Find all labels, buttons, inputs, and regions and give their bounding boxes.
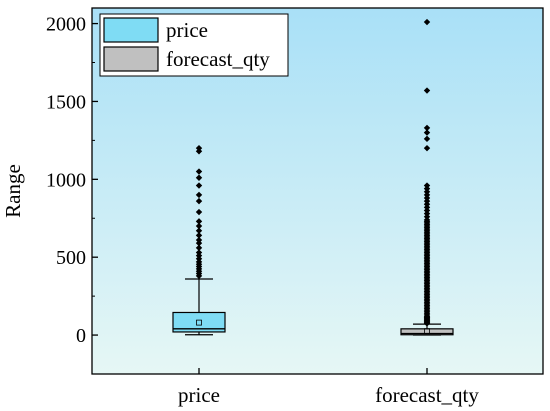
outlier-point <box>195 208 203 216</box>
mean-marker <box>196 319 202 326</box>
plot-frame <box>91 7 544 375</box>
outlier-point <box>195 191 203 199</box>
x-tick-label: price <box>178 383 220 407</box>
box-forecast_qty <box>400 18 454 336</box>
outlier-point <box>195 144 203 152</box>
outlier-point <box>423 124 431 132</box>
outlier-point <box>423 18 431 26</box>
outlier-point <box>423 135 431 143</box>
outlier-point <box>195 218 203 225</box>
outlier-point <box>423 129 431 136</box>
x-tick-label: forecast_qty <box>375 383 479 407</box>
outlier-point <box>195 197 203 205</box>
legend-label-forecast_qty: forecast_qty <box>166 47 270 71</box>
outlier-point <box>423 87 431 94</box>
y-tick-label: 2000 <box>46 14 86 36</box>
y-tick-label: 1500 <box>46 91 86 113</box>
y-axis: 0 500 1000 1500 2000 <box>46 14 98 347</box>
outlier-point <box>195 182 203 189</box>
x-axis: price forecast_qty <box>178 368 479 407</box>
outlier-point <box>195 168 203 175</box>
outlier-point <box>423 182 431 189</box>
outlier-point <box>195 227 203 234</box>
outlier-point <box>195 236 203 244</box>
legend-swatch-price <box>103 17 159 43</box>
legend-swatch-forecast_qty <box>103 46 159 72</box>
legend: price forecast_qty <box>99 13 289 77</box>
outlier-point <box>195 222 203 230</box>
iqr-box <box>172 311 226 333</box>
y-tick-label: 1000 <box>46 169 86 191</box>
chart-marks <box>172 18 454 336</box>
y-tick-label: 0 <box>76 325 86 347</box>
outlier-point <box>195 174 203 181</box>
y-tick-label: 500 <box>56 247 86 269</box>
box-price <box>172 144 226 336</box>
y-axis-label: Range <box>1 164 25 218</box>
outlier-point <box>195 232 203 239</box>
mean-marker <box>424 328 430 335</box>
legend-label-price: price <box>166 18 208 42</box>
outlier-point <box>423 144 431 152</box>
outlier-point <box>195 249 203 256</box>
outlier-point <box>195 244 203 252</box>
